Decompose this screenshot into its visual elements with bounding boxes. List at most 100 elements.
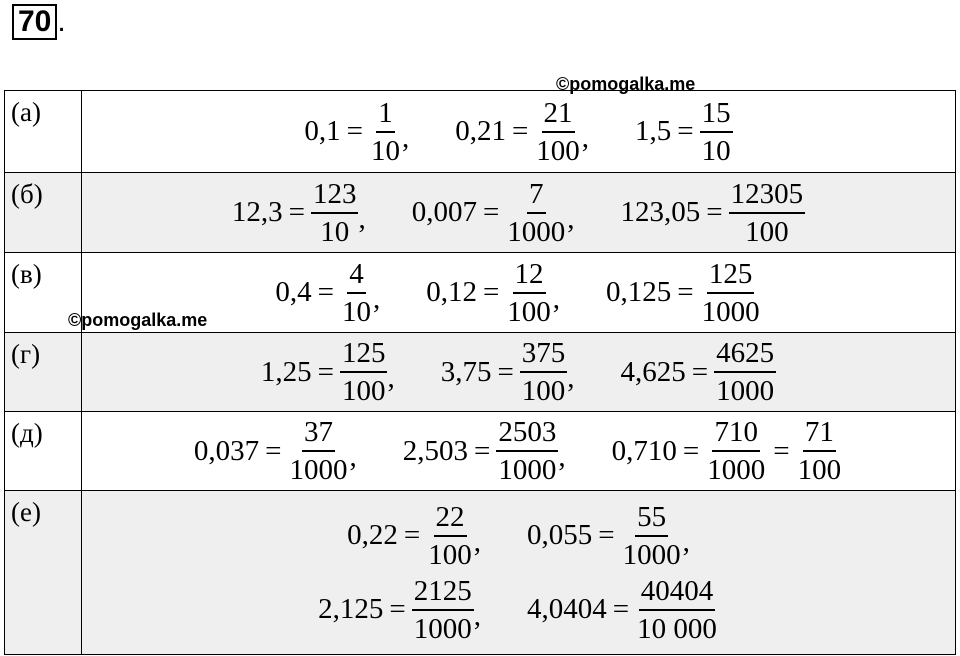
fraction: 22 100 <box>426 499 474 573</box>
math-text: = <box>482 196 500 228</box>
numerator: 1 <box>376 95 395 133</box>
equation-line: 12,3 = 123 10, 0,007 = 7 1000, 123,05 = 12305 100 <box>82 176 955 250</box>
table-row: (б) 12,3 = 123 10, 0,007 = 7 1000, 123,05 = 12305 10… <box>4 172 956 253</box>
math-text: = <box>598 519 615 551</box>
math-text: , <box>567 362 575 394</box>
denominator: 100 <box>507 295 551 328</box>
math-text: , <box>558 441 566 473</box>
math-text: = <box>706 196 723 228</box>
math-text: 0,037 <box>193 434 260 467</box>
numerator: 2125 <box>411 573 474 611</box>
fraction: 375 100 <box>519 335 568 409</box>
equation-line: 0,22 = 22 100, 0,055 = 55 1000, <box>82 499 955 573</box>
numerator: 71 <box>802 414 836 452</box>
denominator: 100 <box>536 134 580 167</box>
math-text: 2,503 <box>402 434 469 467</box>
fraction: 7 1000 <box>505 176 567 250</box>
numerator: 15 <box>699 95 733 133</box>
math-text: 0,21 <box>455 115 506 147</box>
math-text: = <box>403 519 421 551</box>
fraction: 40404 10 000 <box>635 573 719 647</box>
math-text: 4,0404 <box>527 593 607 625</box>
math-text: 123,05 <box>620 196 701 228</box>
solution-table: (а) 0,1 = 1 10, 0,21 = 21 100, 1,5 = 15 10 (б) 12,3 = 12… <box>4 90 956 655</box>
numerator: 125 <box>706 256 755 294</box>
table-row: (е) 0,22 = 22 100, 0,055 = 55 1000, 2,125 = 2125 100… <box>4 490 956 655</box>
watermark: ©pomogalka.me <box>68 310 208 330</box>
denominator: 10 <box>341 295 371 328</box>
numerator: 375 <box>519 335 568 373</box>
row-content: 0,037 = 37 1000, 2,503 = 2503 1000, 0,710 = 710 100… <box>81 411 956 491</box>
denominator: 10 000 <box>637 612 717 645</box>
number-suffix: . <box>57 5 66 38</box>
problem-number: 70. <box>12 4 66 40</box>
math-text: , <box>473 525 481 558</box>
numerator: 710 <box>712 414 760 452</box>
denominator: 1000 <box>716 375 775 407</box>
denominator: 10 <box>370 134 400 167</box>
table-row: (в) 0,4 = 4 10, 0,12 = 12 100, 0,125 = 125 1000 <box>4 252 956 333</box>
math-text: , <box>552 282 561 315</box>
equation-line: 0,037 = 37 1000, 2,503 = 2503 1000, 0,710 = 710 100… <box>82 414 955 488</box>
numerator: 12305 <box>728 176 806 214</box>
denominator: 1000 <box>622 538 681 571</box>
fraction: 123 10 <box>310 176 359 250</box>
math-text: , <box>682 525 690 558</box>
row-content: 0,1 = 1 10, 0,21 = 21 100, 1,5 = 15 10 <box>81 90 956 173</box>
denominator: 1000 <box>701 295 760 328</box>
math-text: = <box>482 276 500 308</box>
row-content: 1,25 = 125 100, 3,75 = 375 100, 4,625 = 4625 1000 <box>81 332 956 412</box>
row-content: 0,4 = 4 10, 0,12 = 12 100, 0,125 = 125 1000 <box>81 252 956 333</box>
row-label: (а) <box>4 90 82 173</box>
watermark: ©pomogalka.me <box>556 74 696 94</box>
math-text: 12,3 <box>231 196 283 228</box>
equation-line: 1,25 = 125 100, 3,75 = 375 100, 4,625 = 4625 1000 <box>82 335 955 409</box>
fraction: 1 10 <box>369 95 402 169</box>
math-text: , <box>372 282 381 315</box>
fraction: 15 10 <box>699 95 733 169</box>
row-content: 12,3 = 123 10, 0,007 = 7 1000, 123,05 = 12305 100 <box>81 172 956 253</box>
numerator: 55 <box>635 499 669 537</box>
row-label: (д) <box>4 411 82 491</box>
math-text: = <box>317 355 334 388</box>
numerator: 4625 <box>714 335 777 373</box>
row-label: (е) <box>4 490 82 655</box>
math-text: = <box>497 355 514 388</box>
math-text: = <box>691 355 709 388</box>
equation-line: 2,125 = 2125 1000, 4,0404 = 40404 10 000 <box>82 573 955 647</box>
fraction: 125 1000 <box>700 256 762 330</box>
numerator: 2503 <box>496 414 559 452</box>
row-content: 0,22 = 22 100, 0,055 = 55 1000, 2,125 = 2125 1000, 4… <box>81 490 956 655</box>
math-text: , <box>349 441 357 473</box>
math-text: 0,12 <box>426 276 477 308</box>
numerator: 21 <box>541 95 575 133</box>
numerator: 7 <box>527 176 546 214</box>
denominator: 100 <box>745 215 789 248</box>
numerator: 4 <box>347 256 366 294</box>
numerator: 40404 <box>638 573 716 611</box>
math-text: , <box>401 121 410 154</box>
math-text: 1,25 <box>260 355 312 388</box>
math-text: = <box>773 434 790 467</box>
numerator: 37 <box>302 414 336 452</box>
number-box: 70 <box>12 4 58 40</box>
math-text: 4,625 <box>620 355 686 388</box>
denominator: 10 <box>701 134 731 167</box>
math-text: , <box>581 121 590 154</box>
fraction: 21 100 <box>534 95 582 169</box>
denominator: 1000 <box>289 454 348 486</box>
math-text: 1,5 <box>635 115 672 147</box>
denominator: 1000 <box>498 454 557 486</box>
equation-line: 0,1 = 1 10, 0,21 = 21 100, 1,5 = 15 10 <box>82 95 955 169</box>
numerator: 123 <box>310 176 359 214</box>
math-text: 0,4 <box>275 276 312 308</box>
fraction: 12 100 <box>505 256 553 330</box>
math-text: = <box>265 434 282 467</box>
math-text: , <box>387 362 395 394</box>
table-row: (а) 0,1 = 1 10, 0,21 = 21 100, 1,5 = 15 10 <box>4 90 956 173</box>
numerator: 22 <box>433 499 467 537</box>
equation-line: 0,4 = 4 10, 0,12 = 12 100, 0,125 = 125 1000 <box>82 256 955 330</box>
numerator: 12 <box>512 256 546 294</box>
fraction: 2125 1000 <box>411 573 474 647</box>
math-text: = <box>317 276 334 308</box>
